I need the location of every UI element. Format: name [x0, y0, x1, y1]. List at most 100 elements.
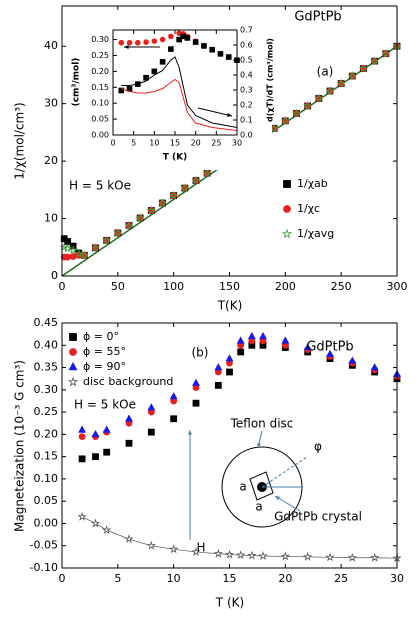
marker — [143, 39, 149, 45]
marker — [92, 453, 99, 461]
marker — [78, 433, 86, 440]
marker — [74, 248, 84, 258]
marker — [381, 48, 391, 58]
y-tick-label: -0.05 — [30, 539, 58, 552]
annotation: H — [196, 541, 205, 555]
y2-tick-label: 0.2 — [240, 101, 253, 110]
marker — [258, 551, 268, 560]
y-tick-label: 30 — [44, 97, 58, 110]
x-axis-label: T (K) — [215, 596, 244, 610]
y-tick-label: 0.10 — [34, 472, 59, 485]
marker — [325, 552, 335, 562]
legend-label: ϕ = 90° — [83, 360, 126, 373]
marker — [68, 245, 78, 255]
marker — [369, 552, 380, 562]
marker — [77, 511, 87, 521]
x-tick-label: 250 — [331, 280, 352, 293]
arrow-head — [188, 430, 192, 435]
marker — [146, 540, 157, 550]
marker — [102, 425, 111, 433]
marker — [135, 39, 141, 46]
marker — [303, 343, 312, 351]
marker — [226, 368, 233, 376]
marker — [314, 93, 324, 103]
marker — [214, 381, 222, 389]
x-tick-label: 0 — [110, 139, 115, 148]
legend-marker — [69, 348, 77, 356]
marker — [347, 552, 358, 562]
x-tick-label: 15 — [170, 139, 180, 148]
annotation: φ — [314, 440, 322, 454]
x-tick-label: 30 — [232, 139, 242, 148]
y-tick-label: 0.00 — [91, 131, 109, 140]
y2-tick-label: 0.4 — [240, 71, 253, 80]
marker — [184, 35, 191, 41]
arrow-head — [124, 45, 129, 49]
marker — [90, 242, 101, 252]
y-tick-label: 0.15 — [34, 450, 59, 463]
x-tick-label: 0 — [59, 572, 66, 585]
legend-marker — [281, 228, 293, 239]
y-tick-label: 0.40 — [34, 338, 59, 351]
y2-tick-label: 0.1 — [240, 116, 253, 125]
marker — [369, 56, 380, 66]
marker — [225, 54, 232, 60]
marker — [169, 392, 178, 400]
marker — [201, 43, 207, 49]
marker — [358, 63, 369, 73]
marker — [124, 534, 134, 544]
marker — [69, 253, 77, 260]
y2-tick-label: 0.5 — [240, 56, 253, 65]
marker — [62, 243, 73, 253]
marker — [79, 250, 90, 260]
marker — [247, 550, 257, 560]
marker — [135, 213, 145, 222]
x-axis-label: T(K) — [217, 299, 243, 313]
arrow — [274, 495, 301, 512]
phi-line — [261, 456, 308, 488]
marker — [326, 349, 334, 357]
marker — [191, 547, 201, 556]
annotation: (b) — [192, 346, 209, 360]
legend-label: ϕ = 0° — [83, 330, 119, 343]
plot-frame — [112, 29, 238, 136]
marker — [302, 551, 313, 561]
annotation: a — [255, 500, 262, 514]
y-tick-label: 0.35 — [34, 361, 59, 374]
marker — [147, 403, 156, 411]
legend-marker — [67, 376, 79, 387]
x-tick-label: 300 — [387, 280, 408, 293]
marker — [118, 39, 125, 46]
legend-label: 1/χc — [297, 202, 320, 215]
marker — [224, 549, 235, 559]
marker — [90, 518, 101, 528]
marker — [151, 68, 158, 75]
marker — [170, 415, 178, 423]
marker — [247, 331, 256, 340]
marker — [259, 331, 267, 340]
panel-title: GdPtPb — [306, 340, 353, 355]
marker — [370, 363, 379, 371]
marker — [281, 336, 290, 344]
y2-tick-label: 0.3 — [240, 86, 253, 95]
marker — [336, 78, 346, 88]
panel-title: GdPtPb — [294, 10, 341, 25]
y2-axis-label: d(χT)/dT (cm³/mol) — [266, 38, 275, 122]
marker — [280, 115, 291, 125]
marker — [214, 363, 223, 371]
marker — [325, 86, 335, 96]
y-tick-label: 0.25 — [91, 51, 109, 60]
y-tick-label: 0.20 — [91, 67, 109, 76]
series-line — [121, 56, 237, 128]
x-tick-label: 10 — [149, 139, 159, 148]
legend-marker — [68, 361, 78, 371]
y-tick-label: 0.30 — [91, 35, 109, 44]
marker — [125, 414, 133, 422]
legend-label: 1/χab — [297, 177, 328, 190]
y-tick-label: 40 — [44, 39, 58, 52]
y-tick-label: 0.05 — [34, 494, 59, 507]
legend-marker — [283, 205, 291, 213]
marker — [280, 551, 291, 561]
marker — [168, 46, 174, 52]
arrow-head — [275, 496, 280, 501]
